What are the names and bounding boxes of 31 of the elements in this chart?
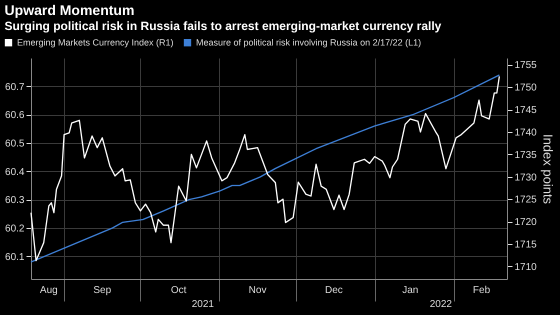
y2-tick-label: 1750 [514,82,538,94]
y2-tick-label: 1710 [514,262,538,273]
x-tick-label: Aug [40,285,58,296]
y2-tick-label: 1720 [514,217,538,228]
legend-label: Measure of political risk involving Russia on 2/17/22 (L1) [196,38,422,48]
chart-title: Upward Momentum [4,2,134,18]
y-tick-label: 60.4 [5,166,25,178]
y2-axis-title: Index points [540,134,556,205]
x-tick-label: Oct [170,285,187,296]
text: 2022 [430,299,452,310]
y-tick-label: 60.7 [5,82,25,93]
y-tick-label: 60.1 [5,252,25,263]
y-tick-label: 60.6 [5,110,25,122]
y2-tick-label: 1755 [514,60,538,72]
y2-tick-label: 1725 [514,194,538,206]
y2-tick-label: 1730 [514,172,538,184]
x-tick-label: Jan [402,285,418,296]
x-tick-label: Sep [93,285,112,296]
x-tick-label: Feb [472,285,491,296]
y2-tick-label: 1715 [514,240,538,251]
x-tick-label: Nov [248,285,266,296]
y-tick-label: 60.5 [5,138,25,150]
y2-tick-label: 1735 [514,150,538,161]
text: 2021 [192,299,214,310]
legend-label: Emerging Markets Currency Index (R1) [17,38,174,48]
y-tick-label: 60.3 [5,195,25,206]
y-tick-label: 60.2 [5,224,25,234]
y2-tick-label: 1745 [514,105,538,116]
chart-subtitle: Surging political risk in Russia fails to arrest emerging-market currency rally [4,19,442,33]
x-tick-label: Dec [325,285,343,296]
y2-tick-label: 1740 [514,127,538,138]
